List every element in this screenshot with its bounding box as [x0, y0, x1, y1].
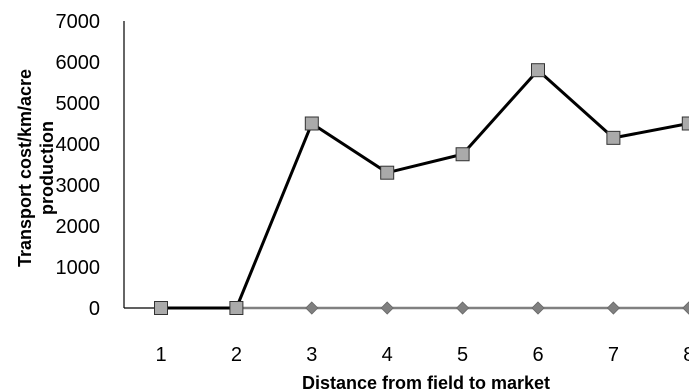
- y-axis-label-line-2: production: [37, 121, 57, 215]
- data-point: [455, 147, 470, 162]
- y-tick-label: 4000: [56, 134, 101, 156]
- data-point: [531, 63, 545, 78]
- y-tick-label: 6000: [56, 52, 101, 74]
- y-tick-label: 0: [89, 298, 100, 320]
- x-tick-label: 8: [683, 344, 689, 366]
- data-point: [456, 301, 470, 315]
- y-tick-label: 5000: [56, 93, 101, 115]
- data-point: [681, 116, 689, 131]
- y-tick-label: 7000: [56, 11, 101, 33]
- y-axis-label: Transport cost/km/acre production: [15, 69, 57, 267]
- data-point: [380, 165, 395, 180]
- data-point: [531, 301, 545, 315]
- y-tick-label: 1000: [56, 257, 101, 279]
- y-axis-label-line-1: Transport cost/km/acre: [15, 69, 35, 267]
- axes: [123, 21, 689, 309]
- x-axis-label: Distance from field to market: [302, 373, 550, 390]
- data-point: [154, 301, 168, 315]
- data-point: [229, 301, 244, 315]
- y-tick-labels: 0 1000 2000 3000 4000 5000 6000 7000: [56, 11, 101, 320]
- data-point: [682, 301, 689, 315]
- series-1-line: [161, 68, 689, 310]
- x-tick-label: 5: [457, 344, 468, 366]
- x-tick-labels: 1 2 3 4 5 6 7 8: [155, 344, 689, 366]
- x-tick-label: 3: [306, 344, 317, 366]
- x-tick-label: 6: [532, 344, 543, 366]
- y-tick-label: 2000: [56, 216, 101, 238]
- data-point: [606, 301, 620, 315]
- data-point: [304, 116, 319, 131]
- x-tick-label: 1: [155, 344, 166, 366]
- x-tick-label: 7: [608, 344, 619, 366]
- x-tick-label: 4: [382, 344, 393, 366]
- series-1: [154, 63, 689, 315]
- data-point: [606, 130, 621, 145]
- data-point: [305, 301, 319, 315]
- x-tick-label: 2: [231, 344, 242, 366]
- series-layer: [154, 63, 689, 315]
- data-point: [380, 301, 394, 315]
- y-tick-label: 3000: [56, 175, 101, 197]
